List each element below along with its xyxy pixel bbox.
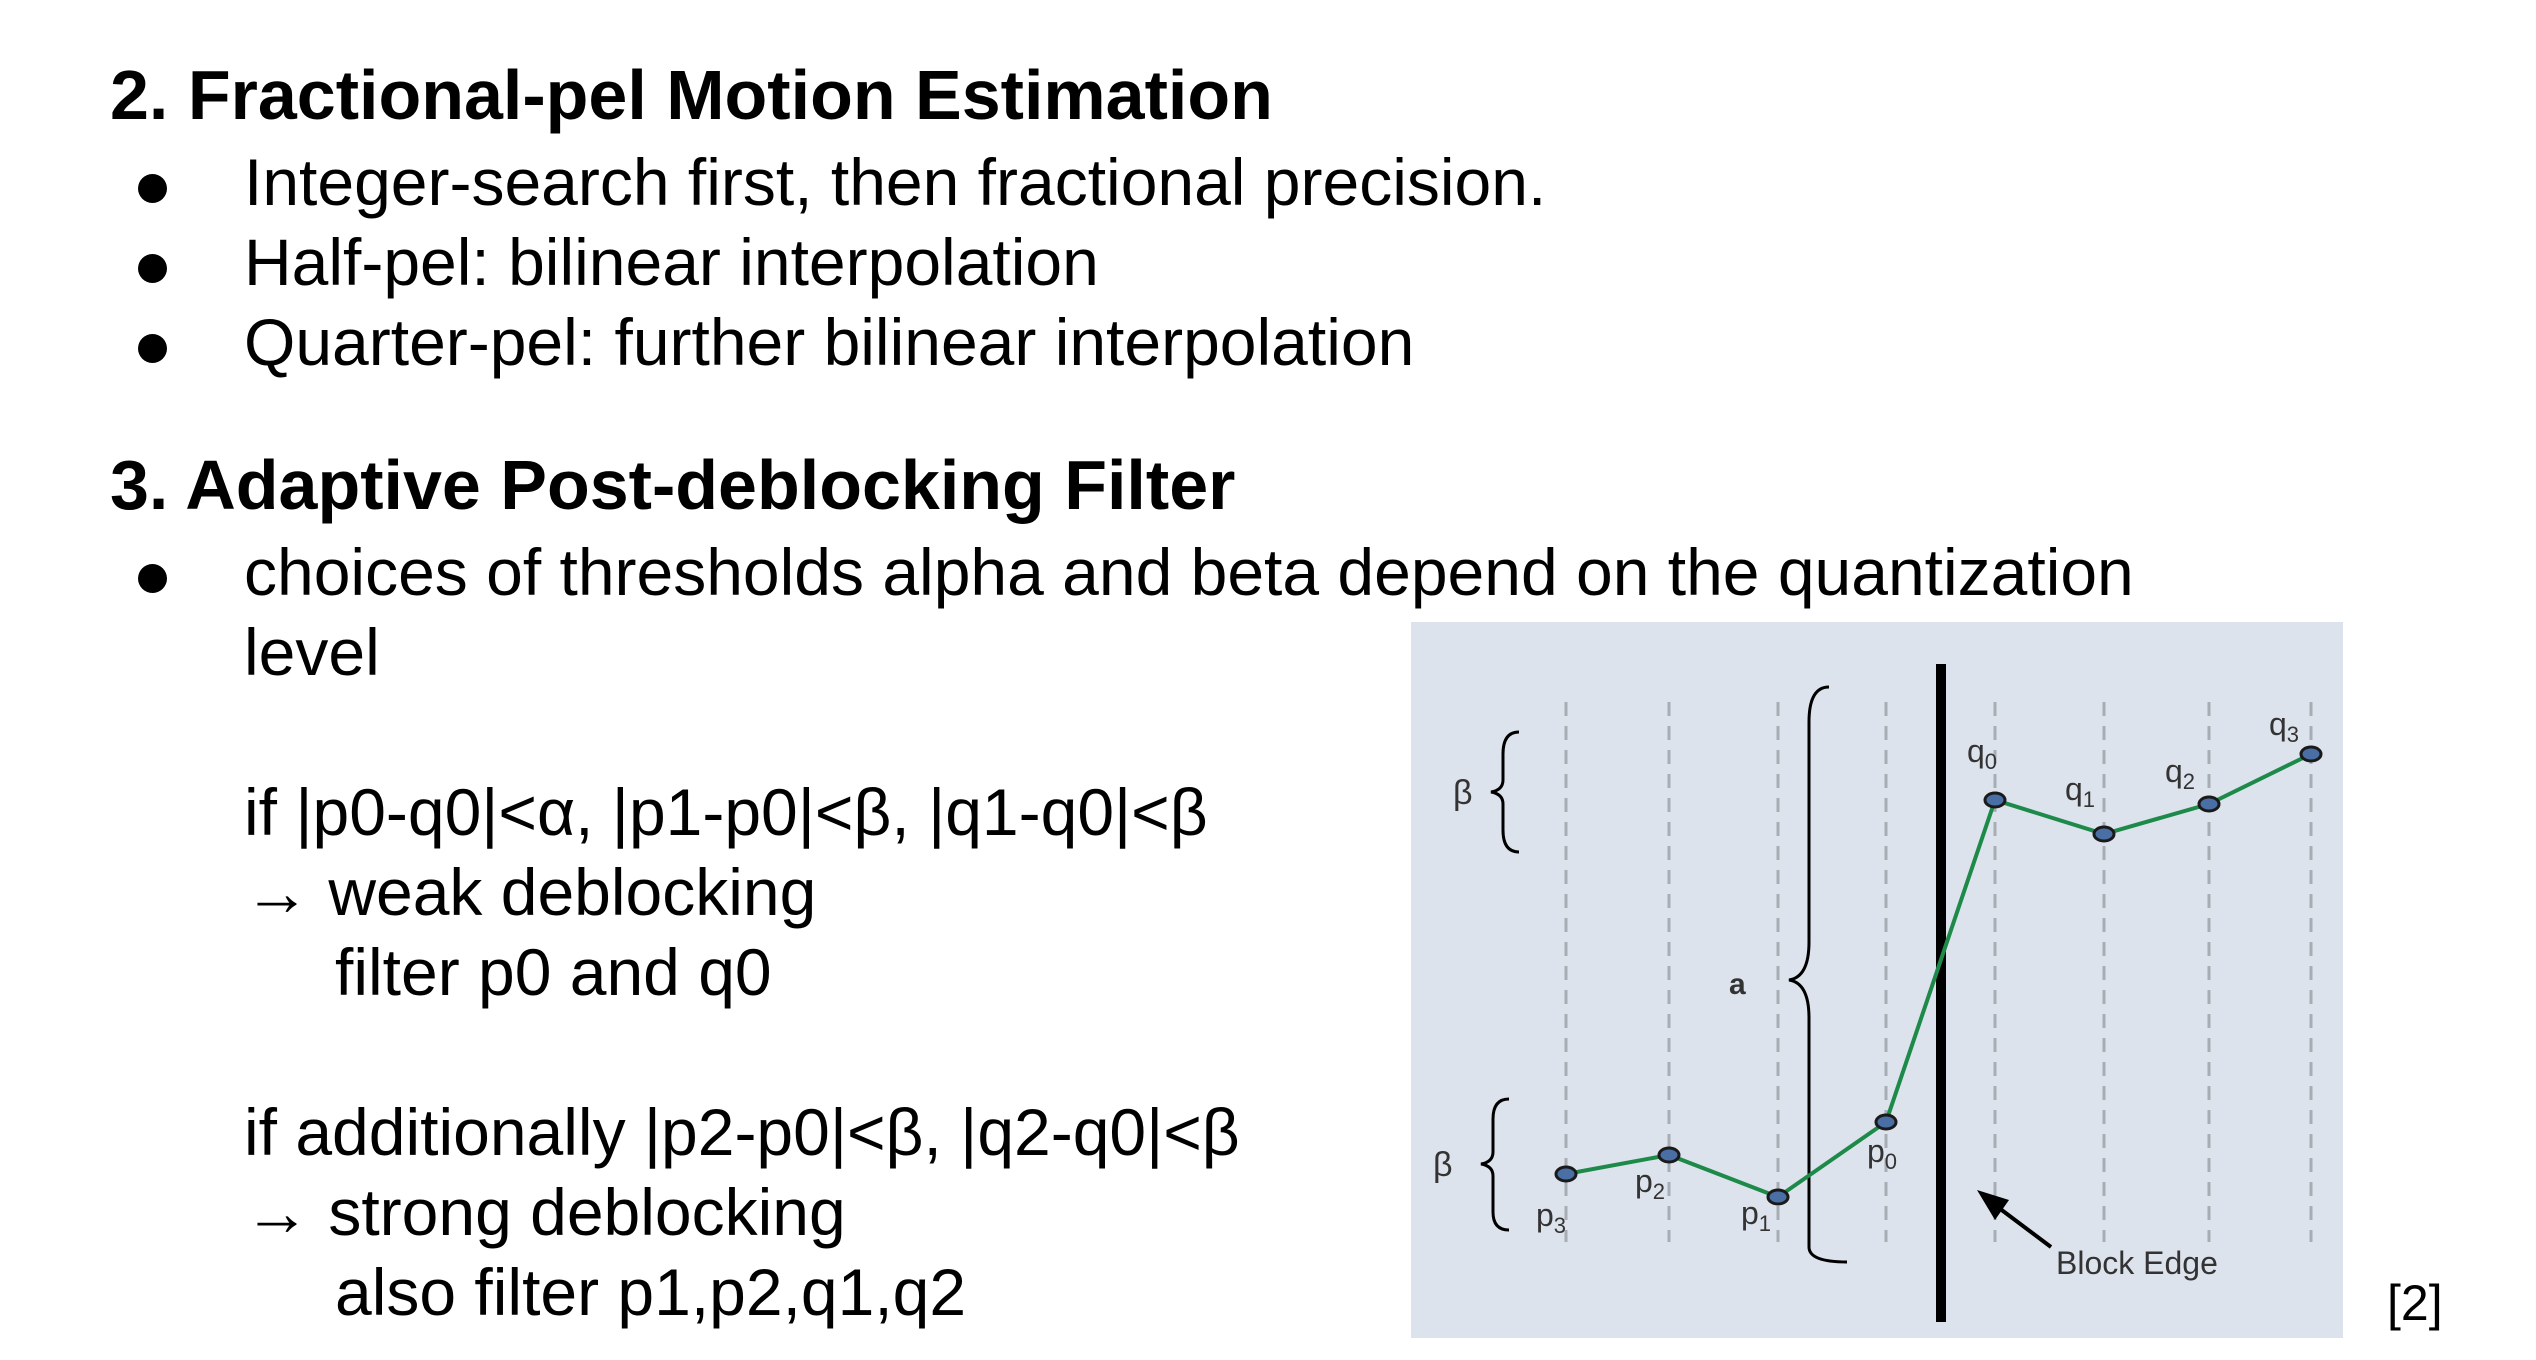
section3-heading: 3. Adaptive Post-deblocking Filter bbox=[110, 446, 1236, 524]
bullet-text: Integer-search first, then fractional pr… bbox=[244, 145, 1547, 219]
weak-condition: if |p0-q0|<α, |p1-p0|<β, |q1-q0|<β bbox=[244, 775, 1208, 849]
citation: [2] bbox=[2387, 1275, 2443, 1331]
strong-action: also filter p1,p2,q1,q2 bbox=[335, 1255, 967, 1329]
point-p0 bbox=[1874, 1113, 1898, 1131]
bullet-icon bbox=[138, 564, 167, 593]
deblocking-diagram: β β a Block Edge p3 p2 p1 p0 q0 bbox=[1433, 664, 2323, 1322]
alpha-brace bbox=[1788, 685, 1848, 1264]
deblocking-figure: β β a Block Edge p3 p2 p1 p0 q0 bbox=[1411, 622, 2343, 1338]
beta-bottom-label: β bbox=[1433, 1146, 1453, 1184]
bullet-icon bbox=[138, 334, 167, 363]
label-q2: q2 bbox=[2165, 753, 2195, 794]
label-p0: p0 bbox=[1867, 1133, 1897, 1174]
section2-heading: 2. Fractional-pel Motion Estimation bbox=[110, 56, 1273, 134]
alpha-label: a bbox=[1729, 968, 1746, 1001]
strong-result: → strong deblocking bbox=[244, 1175, 846, 1249]
beta-top-label: β bbox=[1453, 774, 1473, 812]
block-edge-arrow-head bbox=[1977, 1190, 2009, 1220]
weak-action: filter p0 and q0 bbox=[335, 935, 772, 1009]
beta-bottom-brace bbox=[1480, 1097, 1510, 1232]
bullet-continuation: level bbox=[244, 615, 380, 689]
bullet-icon bbox=[138, 174, 167, 203]
bullet-text: Half-pel: bilinear interpolation bbox=[244, 225, 1099, 299]
point-q1 bbox=[2092, 825, 2116, 843]
beta-top-brace bbox=[1490, 730, 1520, 854]
label-p1: p1 bbox=[1741, 1195, 1771, 1236]
weak-result: → weak deblocking bbox=[244, 855, 817, 929]
bullet-text: choices of thresholds alpha and beta dep… bbox=[244, 535, 2134, 609]
label-p2: p2 bbox=[1635, 1163, 1665, 1204]
block-edge-label: Block Edge bbox=[2056, 1245, 2218, 1281]
label-q1: q1 bbox=[2065, 771, 2095, 812]
sample-grid bbox=[1564, 702, 2313, 1242]
bullet-text: Quarter-pel: further bilinear interpolat… bbox=[244, 305, 1415, 379]
sample-points bbox=[1554, 745, 2323, 1206]
point-labels: p3 p2 p1 p0 q0 q1 q2 q3 bbox=[1536, 706, 2299, 1238]
label-q3: q3 bbox=[2269, 706, 2299, 747]
point-p2 bbox=[1657, 1146, 1681, 1164]
label-q0: q0 bbox=[1967, 733, 1997, 774]
point-p1 bbox=[1766, 1188, 1790, 1206]
strong-condition: if additionally |p2-p0|<β, |q2-q0|<β bbox=[244, 1095, 1240, 1169]
label-p3: p3 bbox=[1536, 1197, 1566, 1238]
point-q3 bbox=[2299, 745, 2323, 763]
point-p3 bbox=[1554, 1165, 1578, 1183]
bullet-icon bbox=[138, 254, 167, 283]
sample-curve bbox=[1565, 752, 2312, 1200]
point-q2 bbox=[2197, 795, 2221, 813]
point-q0 bbox=[1983, 791, 2007, 809]
